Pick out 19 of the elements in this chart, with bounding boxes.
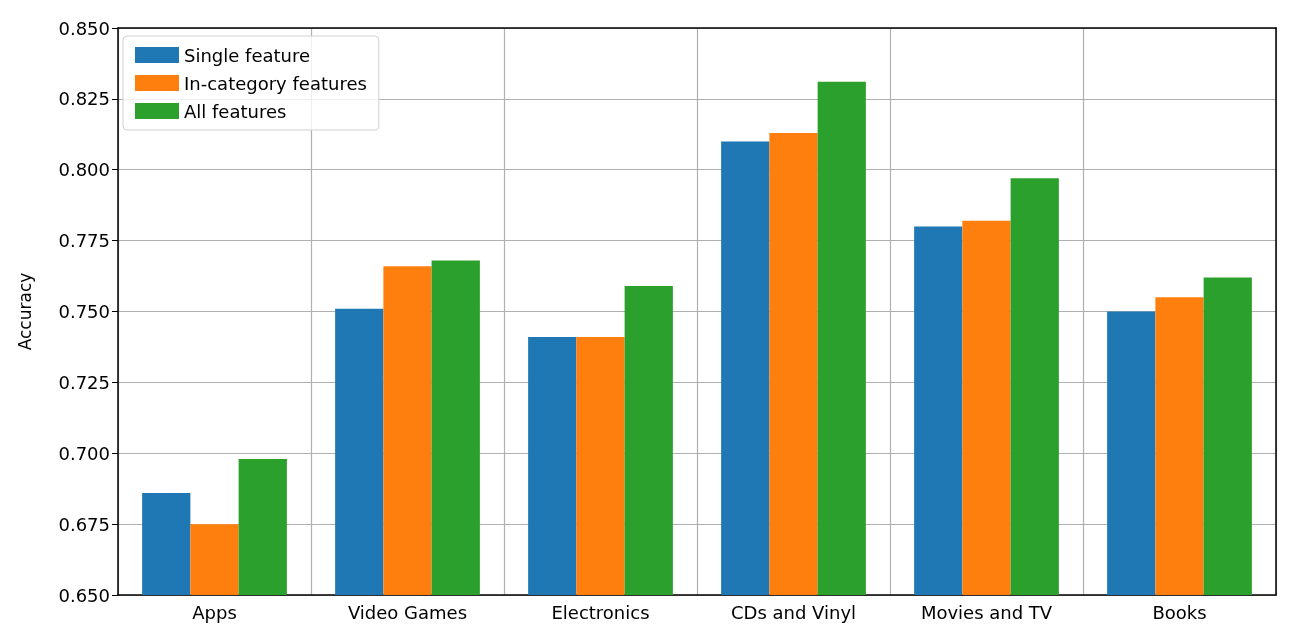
x-tick-label: CDs and Vinyl	[730, 601, 857, 623]
x-tick-label: Apps	[192, 601, 237, 623]
y-tick-label: 0.775	[58, 230, 110, 252]
y-tick-label: 0.650	[58, 584, 110, 606]
y-tick-label: 0.725	[58, 371, 110, 393]
legend-label: Single feature	[184, 44, 311, 66]
y-tick-label: 0.850	[58, 17, 110, 39]
legend-label: In-category features	[184, 72, 367, 94]
y-axis-title: Accuracy	[14, 272, 35, 351]
y-tick-label: 0.700	[58, 442, 110, 464]
x-tick-label: Movies and TV	[920, 601, 1053, 623]
y-tick-label: 0.825	[58, 88, 110, 110]
legend-label: All features	[184, 100, 287, 122]
y-tick-label: 0.675	[58, 513, 110, 535]
y-tick-label: 0.800	[58, 159, 110, 181]
y-tick-label: 0.750	[58, 301, 110, 322]
x-tick-label: Video Games	[347, 601, 468, 623]
x-tick-label: Books	[1152, 601, 1207, 623]
x-tick-label: Electronics	[551, 601, 650, 623]
